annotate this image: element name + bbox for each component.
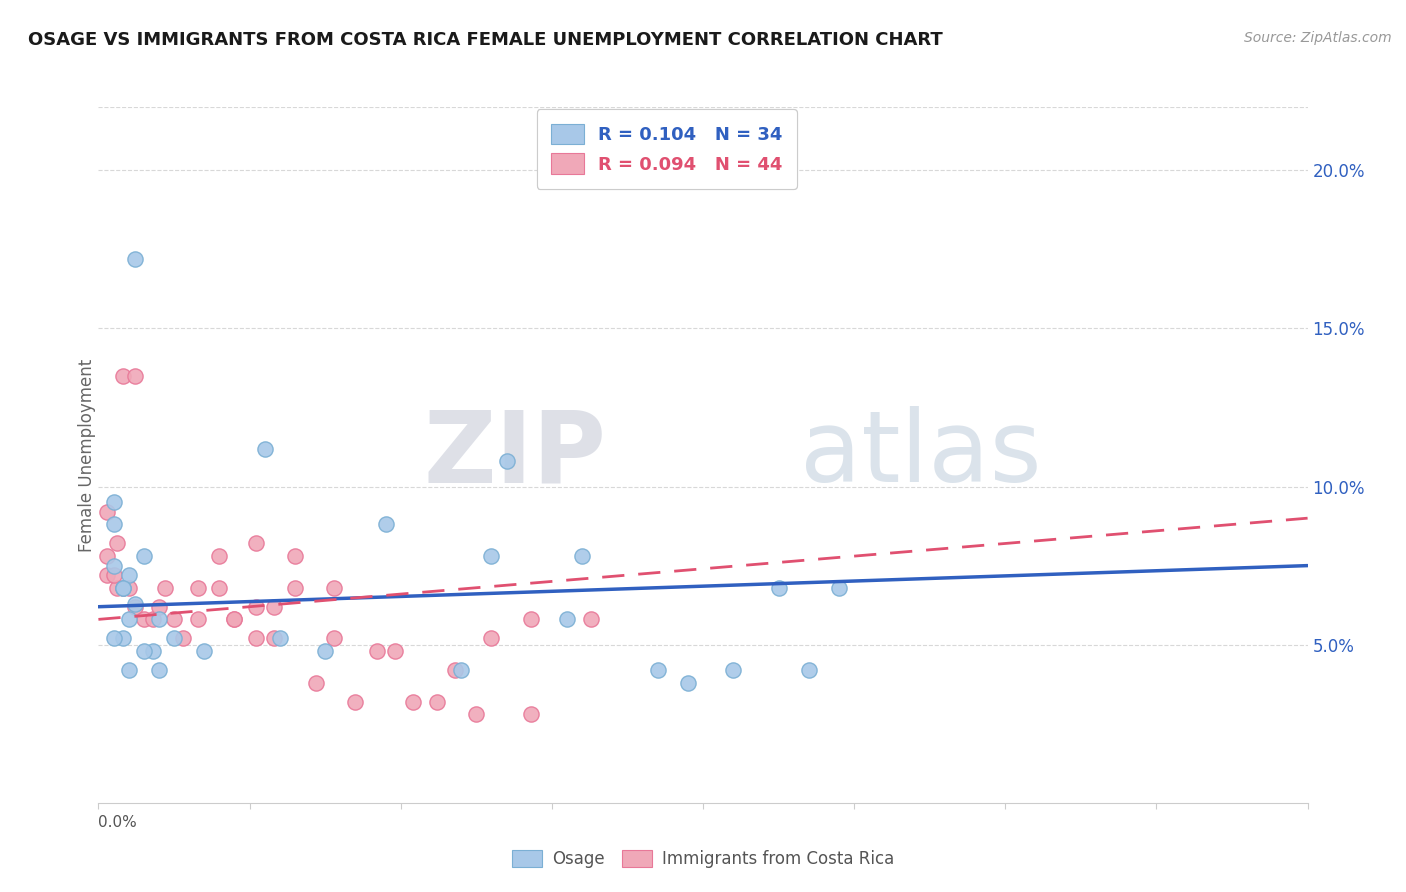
Point [153, 581, 176, 595]
Point [344, 695, 367, 709]
Point [208, 581, 231, 595]
Point [187, 581, 209, 595]
Point [519, 612, 541, 626]
Point [768, 581, 790, 595]
Point [96, 549, 118, 563]
Text: ZIP: ZIP [423, 407, 606, 503]
Point [124, 252, 146, 266]
Point [571, 549, 593, 563]
Point [132, 549, 155, 563]
Text: OSAGE VS IMMIGRANTS FROM COSTA RICA FEMALE UNEMPLOYMENT CORRELATION CHART: OSAGE VS IMMIGRANTS FROM COSTA RICA FEMA… [28, 31, 943, 49]
Point [111, 581, 134, 595]
Point [723, 663, 745, 677]
Point [142, 644, 165, 658]
Point [193, 644, 215, 658]
Point [676, 675, 699, 690]
Point [96, 568, 118, 582]
Point [111, 368, 134, 383]
Point [103, 495, 125, 509]
Text: atlas: atlas [800, 407, 1042, 503]
Point [647, 663, 669, 677]
Point [555, 612, 578, 626]
Point [402, 695, 425, 709]
Point [118, 612, 141, 626]
Point [96, 505, 118, 519]
Point [103, 632, 125, 646]
Point [323, 632, 346, 646]
Point [263, 599, 285, 614]
Point [224, 612, 246, 626]
Point [187, 612, 209, 626]
Point [245, 632, 267, 646]
Point [124, 599, 146, 614]
Point [208, 549, 231, 563]
Legend: Osage, Immigrants from Costa Rica: Osage, Immigrants from Costa Rica [506, 843, 900, 875]
Point [284, 581, 307, 595]
Point [481, 549, 503, 563]
Point [444, 663, 467, 677]
Point [314, 644, 336, 658]
Point [111, 632, 134, 646]
Point [366, 644, 388, 658]
Point [305, 675, 328, 690]
Point [124, 597, 146, 611]
Legend: R = 0.104   N = 34, R = 0.094   N = 44: R = 0.104 N = 34, R = 0.094 N = 44 [537, 109, 797, 189]
Point [118, 568, 141, 582]
Y-axis label: Female Unemployment: Female Unemployment [79, 359, 96, 551]
Point [579, 612, 602, 626]
Point [132, 644, 155, 658]
Point [828, 581, 851, 595]
Point [323, 581, 346, 595]
Point [426, 695, 449, 709]
Point [163, 632, 186, 646]
Point [124, 368, 146, 383]
Point [163, 612, 186, 626]
Point [105, 581, 128, 595]
Point [105, 536, 128, 550]
Point [103, 558, 125, 573]
Point [384, 644, 406, 658]
Point [103, 517, 125, 532]
Point [118, 581, 141, 595]
Point [263, 632, 285, 646]
Point [245, 599, 267, 614]
Point [495, 454, 517, 468]
Point [118, 663, 141, 677]
Point [132, 612, 155, 626]
Point [111, 581, 134, 595]
Point [103, 568, 125, 582]
Point [797, 663, 820, 677]
Point [148, 663, 170, 677]
Point [111, 581, 134, 595]
Point [224, 612, 246, 626]
Point [172, 632, 194, 646]
Text: 0.0%: 0.0% [98, 815, 138, 830]
Point [148, 599, 170, 614]
Point [465, 707, 488, 722]
Point [374, 517, 396, 532]
Point [148, 612, 170, 626]
Point [253, 442, 276, 456]
Point [284, 549, 307, 563]
Point [481, 632, 503, 646]
Point [269, 632, 291, 646]
Text: Source: ZipAtlas.com: Source: ZipAtlas.com [1244, 31, 1392, 45]
Point [245, 536, 267, 550]
Point [519, 707, 541, 722]
Point [450, 663, 472, 677]
Point [142, 612, 165, 626]
